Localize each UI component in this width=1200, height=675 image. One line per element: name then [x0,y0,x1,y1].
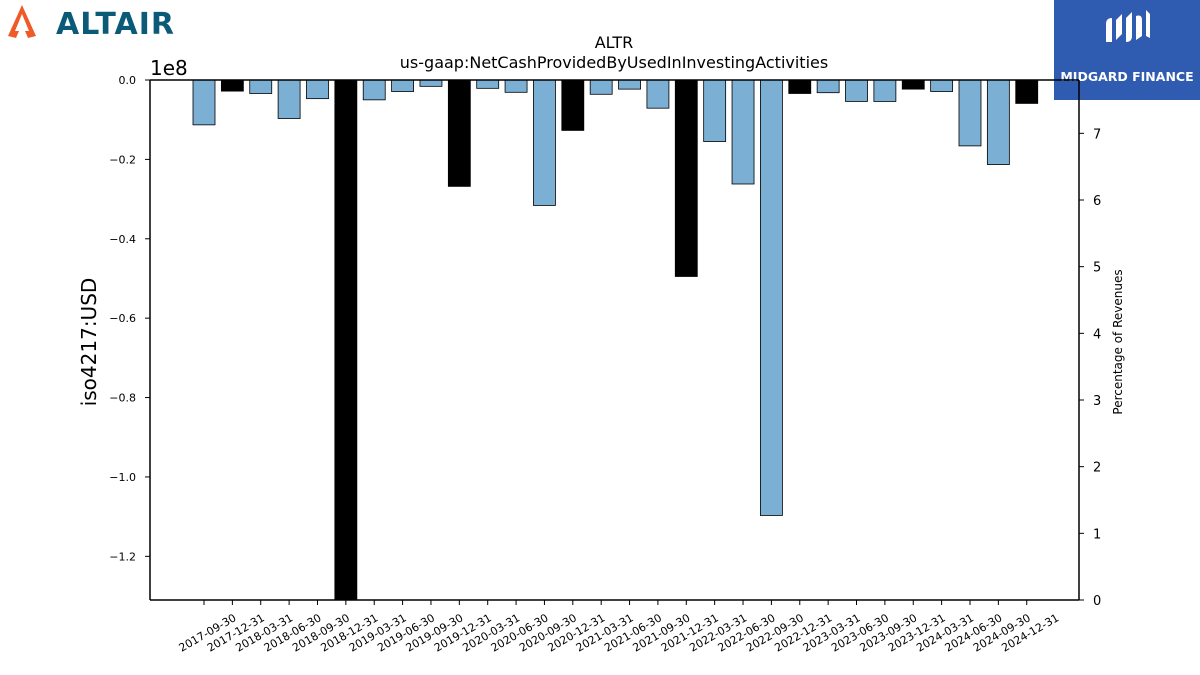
bar-2022-12-31 [788,79,812,94]
y-tick-label: −0.2 [109,153,136,166]
y2-axis-label: Percentage of Revenues [1111,269,1125,414]
bar-2022-09-30 [760,79,783,516]
y2-tick-label: 3 [1093,394,1101,409]
y2-tick-label: 1 [1093,527,1101,542]
bar-2024-03-31 [930,79,954,92]
y-tick-label: −0.4 [109,233,136,246]
bar-2024-12-31 [1015,79,1039,104]
bar-2019-09-30 [419,79,443,87]
y2-tick-label: 2 [1093,461,1101,476]
y-tick-label: −1.2 [109,550,136,563]
bar-2020-12-31 [561,79,585,131]
y-tick-label: −0.6 [109,312,136,325]
bar-2022-06-30 [731,79,755,185]
y2-tick-label: 4 [1093,327,1101,342]
bar-2020-09-30 [533,79,556,206]
bar-2023-09-30 [873,79,897,102]
bar-2019-03-31 [362,79,386,101]
bar-2024-09-30 [986,79,1010,165]
bar-2021-09-30 [646,79,670,109]
bar-2024-06-30 [958,79,982,147]
bar-2022-03-31 [703,79,727,142]
bar-2020-03-31 [476,79,500,89]
y-offset-label: 1e8 [150,56,188,80]
midgard-mark-icon [1106,10,1150,42]
chart-subtitle: us-gaap:NetCashProvidedByUsedInInvesting… [400,53,828,72]
y-tick-label: 0.0 [119,74,137,87]
y2-tick-label: 6 [1093,194,1101,209]
bar-2021-03-31 [589,79,613,95]
altair-mark-icon [8,5,36,38]
bar-2019-06-30 [391,79,414,92]
bar-2023-03-31 [816,79,840,94]
y-tick-label: −0.8 [109,392,136,405]
bar-2018-12-31 [334,79,358,601]
bar-2019-12-31 [447,79,471,187]
bar-2017-09-30 [192,79,216,126]
y2-tick-label: 7 [1093,127,1101,142]
bar-2020-06-30 [504,79,528,93]
chart-title: ALTR [595,33,634,52]
bar-2021-12-31 [674,79,698,277]
bar-2018-06-30 [277,79,301,119]
bar-2023-12-31 [901,79,925,90]
y2-tick-label: 0 [1093,594,1101,609]
bar-2021-06-30 [618,79,641,90]
midgard-logo-text: MIDGARD FINANCE [1060,69,1193,84]
altair-logo: ALTAIR [8,5,175,42]
bar-2023-06-30 [845,79,868,102]
altair-logo-text: ALTAIR [56,7,175,42]
bar-2018-09-30 [306,79,329,100]
y-tick-label: −1.0 [109,471,136,484]
bar-2017-12-31 [220,79,244,92]
bar-2018-03-31 [249,79,273,94]
y-axis-label: iso4217:USD [77,278,101,407]
y2-tick-label: 5 [1093,261,1101,276]
